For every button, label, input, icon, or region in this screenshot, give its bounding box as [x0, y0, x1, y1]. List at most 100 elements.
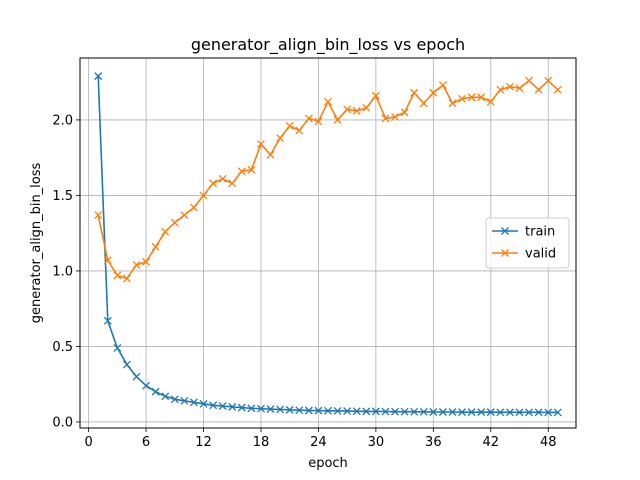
plot-frame — [79, 57, 577, 429]
data-point-train — [400, 407, 409, 416]
legend-entry-train: train — [492, 225, 555, 240]
data-point-valid — [544, 76, 553, 85]
data-point-valid — [257, 140, 265, 149]
data-point-train — [458, 408, 467, 417]
legend-entry-valid: valid — [492, 247, 556, 262]
x-tick-label: 6 — [142, 435, 150, 450]
series-valid — [94, 76, 562, 283]
data-point-valid — [381, 114, 390, 123]
data-point-train — [343, 407, 352, 416]
x-tick-label: 36 — [425, 435, 442, 450]
data-point-valid — [534, 85, 543, 94]
data-point-valid — [343, 105, 352, 114]
data-point-valid — [199, 191, 208, 200]
data-point-valid — [151, 242, 160, 251]
data-point-train — [209, 401, 218, 410]
data-point-valid — [161, 227, 170, 236]
data-point-train — [180, 396, 189, 405]
data-point-valid — [525, 76, 534, 85]
data-point-valid — [94, 211, 103, 220]
data-point-train — [352, 407, 361, 416]
x-tick-label: 30 — [368, 435, 385, 450]
data-point-valid — [486, 97, 495, 106]
x-tick-label: 48 — [540, 435, 557, 450]
data-point-train — [199, 399, 208, 408]
data-point-valid — [228, 179, 237, 188]
data-point-valid — [505, 82, 514, 91]
data-point-valid — [276, 134, 285, 143]
data-point-train — [132, 372, 141, 381]
data-point-train — [333, 406, 342, 415]
series-train — [94, 72, 562, 417]
data-point-train — [525, 408, 534, 417]
data-point-valid — [314, 117, 323, 126]
y-tick-label: 1.5 — [52, 189, 73, 204]
y-axis-ticks: 0.0 0.5 1.0 1.5 2.0 — [52, 113, 80, 430]
x-tick-label: 12 — [195, 435, 212, 450]
data-point-train — [161, 392, 170, 401]
data-point-train — [477, 408, 486, 417]
data-point-train — [391, 407, 399, 416]
y-tick-label: 2.0 — [52, 113, 73, 128]
data-point-valid — [142, 257, 151, 266]
data-point-train — [295, 406, 304, 415]
data-point-train — [257, 404, 265, 413]
data-point-valid — [515, 84, 524, 93]
data-point-train — [467, 408, 476, 417]
data-point-valid — [371, 91, 380, 100]
data-point-valid — [103, 256, 112, 265]
data-point-valid — [180, 211, 189, 220]
data-point-train — [486, 408, 495, 417]
data-point-valid — [247, 165, 256, 174]
data-point-train — [170, 395, 179, 404]
data-point-train — [304, 406, 313, 415]
data-point-valid — [218, 174, 227, 183]
data-point-valid — [237, 167, 246, 176]
x-axis-ticks: 0 6 12 18 24 30 36 42 48 — [84, 428, 557, 450]
data-point-valid — [438, 81, 447, 90]
data-point-valid — [391, 112, 399, 121]
data-point-valid — [477, 93, 486, 102]
data-point-train — [247, 404, 256, 413]
data-point-train — [381, 407, 390, 416]
data-point-valid — [362, 103, 371, 112]
data-point-valid — [352, 106, 361, 115]
data-point-train — [218, 402, 227, 411]
x-tick-label: 24 — [310, 435, 327, 450]
data-point-train — [419, 407, 428, 416]
data-point-train — [410, 407, 419, 416]
data-point-valid — [132, 260, 141, 269]
data-point-train — [285, 405, 294, 414]
data-point-train — [534, 408, 543, 417]
data-point-train — [276, 405, 285, 414]
y-tick-label: 1.0 — [52, 264, 73, 279]
x-tick-label: 42 — [483, 435, 500, 450]
data-point-train — [505, 408, 514, 417]
data-point-train — [438, 408, 447, 416]
data-point-valid — [467, 93, 476, 102]
y-tick-label: 0.5 — [52, 340, 73, 355]
data-point-valid — [209, 179, 218, 188]
data-point-valid — [448, 99, 457, 108]
data-point-train — [122, 360, 131, 369]
data-point-train — [324, 406, 332, 415]
data-point-train — [151, 387, 160, 396]
data-point-valid — [170, 218, 179, 227]
data-point-valid — [400, 108, 409, 117]
data-point-train — [103, 316, 112, 325]
x-tick-label: 0 — [84, 435, 92, 450]
y-axis-label: generator_align_bin_loss — [29, 162, 44, 323]
chart-title: generator_align_bin_loss vs epoch — [191, 35, 465, 55]
data-point-valid — [122, 274, 131, 283]
data-point-valid — [304, 114, 313, 123]
data-point-train — [266, 405, 275, 414]
x-axis-label: epoch — [308, 456, 348, 471]
legend-label-valid: valid — [525, 247, 556, 262]
data-point-train — [228, 402, 237, 411]
data-point-train — [362, 407, 371, 416]
data-point-train — [371, 407, 380, 416]
data-point-valid — [419, 99, 428, 108]
y-tick-label: 0.0 — [52, 415, 73, 430]
grid — [80, 58, 576, 428]
